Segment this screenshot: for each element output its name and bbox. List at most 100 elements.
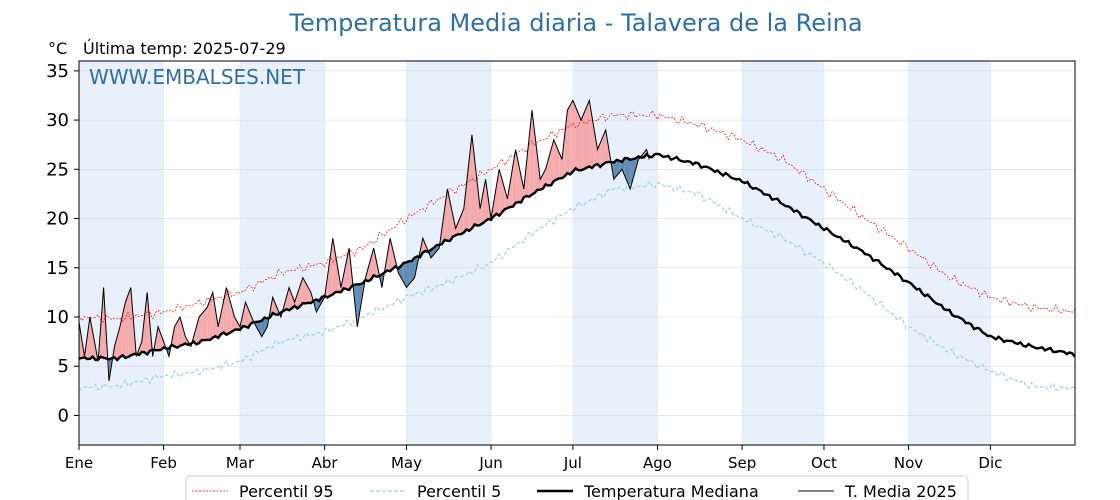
anomaly-above-fill bbox=[589, 100, 593, 168]
y-tick-label: 20 bbox=[46, 209, 69, 230]
legend-box bbox=[185, 475, 969, 500]
anomaly-above-fill bbox=[144, 292, 148, 353]
anomaly-above-fill bbox=[455, 221, 459, 237]
x-tick-label: Feb bbox=[150, 454, 177, 472]
anomaly-above-fill bbox=[521, 175, 524, 201]
anomaly-above-fill bbox=[567, 105, 571, 175]
anomaly-above-fill bbox=[286, 287, 290, 311]
anomaly-above-fill bbox=[387, 238, 391, 272]
anomaly-above-fill bbox=[485, 179, 489, 222]
x-tick-label: Ago bbox=[643, 454, 672, 472]
anomaly-above-fill bbox=[242, 302, 246, 328]
plot-frame bbox=[78, 60, 1076, 446]
y-tick-label: 25 bbox=[46, 159, 69, 180]
anomaly-above-fill bbox=[79, 321, 82, 359]
anomaly-above-fill bbox=[447, 189, 451, 241]
series-percentil-95-line bbox=[78, 109, 1076, 323]
x-tick-label: Sep bbox=[728, 454, 756, 472]
x-tick-label: Oct bbox=[811, 454, 837, 472]
anomaly-above-fill bbox=[583, 106, 587, 169]
x-tick-label: Jul bbox=[563, 454, 582, 472]
anomaly-above-fill bbox=[122, 302, 126, 358]
anomaly-above-fill bbox=[114, 336, 118, 359]
anomaly-below-fill bbox=[411, 258, 415, 281]
anomaly-above-fill bbox=[305, 282, 309, 304]
anomaly-below-fill bbox=[264, 317, 268, 332]
x-tick-label: Dic bbox=[978, 454, 1002, 472]
anomaly-above-fill bbox=[602, 129, 606, 165]
anomaly-below-fill bbox=[436, 244, 440, 252]
anomaly-above-fill bbox=[226, 287, 230, 334]
anomaly-above-fill bbox=[201, 310, 205, 342]
anomaly-above-fill bbox=[87, 317, 90, 359]
x-tick-label: Mar bbox=[226, 454, 255, 472]
legend-label-percentil-5: Percentil 5 bbox=[417, 482, 501, 500]
anomaly-above-fill bbox=[578, 113, 582, 170]
watermark: WWW.EMBALSES.NET bbox=[89, 65, 306, 89]
anomaly-below-fill bbox=[357, 283, 361, 327]
anomaly-above-fill bbox=[220, 300, 224, 336]
anomaly-above-fill bbox=[422, 238, 426, 254]
anomaly-above-fill bbox=[368, 257, 371, 281]
anomaly-above-fill bbox=[553, 139, 557, 182]
y-tick-label: 10 bbox=[46, 307, 69, 328]
anomaly-above-fill bbox=[182, 326, 186, 346]
last-temp-label: Última temp: 2025-07-29 bbox=[83, 39, 286, 58]
series-temperatura-mediana-line bbox=[78, 152, 1076, 362]
anomaly-above-fill bbox=[289, 287, 292, 310]
anomaly-below-fill bbox=[613, 161, 617, 180]
anomaly-below-fill bbox=[632, 157, 636, 180]
anomaly-above-fill bbox=[463, 184, 467, 233]
anomaly-above-fill bbox=[444, 189, 448, 242]
anomaly-above-fill bbox=[493, 185, 497, 217]
legend-label-percentil-95: Percentil 95 bbox=[239, 482, 334, 500]
anomaly-above-fill bbox=[570, 100, 573, 173]
anomaly-above-fill bbox=[480, 193, 483, 224]
x-tick-label: Jun bbox=[478, 454, 502, 472]
anomaly-above-fill bbox=[177, 317, 180, 347]
series-t-media-2025-line bbox=[78, 98, 650, 382]
month-band-ene bbox=[79, 61, 164, 445]
anomaly-above-fill bbox=[100, 287, 104, 359]
anomaly-above-fill bbox=[534, 133, 538, 193]
anomaly-above-fill bbox=[327, 257, 331, 297]
anomaly-above-fill bbox=[581, 113, 584, 170]
anomaly-above-fill bbox=[450, 202, 453, 239]
anomaly-above-fill bbox=[130, 287, 134, 356]
anomaly-above-fill bbox=[204, 307, 208, 341]
plot-area: 0 5 10 15 20 25 30 35 Ene Feb Mar Abr May Jun Jul Ago Se… bbox=[46, 60, 1076, 472]
chart-title: Temperatura Media diaria - Talavera de l… bbox=[288, 9, 862, 37]
anomaly-above-fill bbox=[297, 285, 301, 307]
legend-label-temperatura-mediana: Temperatura Mediana bbox=[583, 482, 759, 500]
anomaly-below-fill bbox=[417, 251, 421, 265]
anomaly-above-fill bbox=[559, 152, 562, 179]
anomaly-above-fill bbox=[469, 134, 472, 230]
anomaly-above-fill bbox=[499, 169, 502, 214]
anomaly-below-fill bbox=[403, 262, 407, 288]
anomaly-below-fill bbox=[256, 321, 260, 332]
x-tick-label: Nov bbox=[894, 454, 923, 472]
anomaly-above-fill bbox=[147, 292, 150, 352]
anomaly-above-fill bbox=[600, 136, 603, 165]
series-percentil-5-line bbox=[78, 180, 1076, 392]
anomaly-above-fill bbox=[89, 317, 93, 359]
anomaly-above-fill bbox=[594, 133, 598, 167]
anomaly-above-fill bbox=[556, 146, 560, 181]
anomaly-above-fill bbox=[515, 149, 519, 204]
x-tick-label: Abr bbox=[312, 454, 339, 472]
anomaly-above-fill bbox=[343, 261, 347, 290]
anomaly-above-fill bbox=[504, 189, 508, 211]
y-tick-label: 5 bbox=[58, 356, 69, 377]
anomaly-above-fill bbox=[564, 110, 568, 176]
anomaly-above-fill bbox=[572, 100, 576, 172]
anomaly-above-fill bbox=[248, 308, 251, 326]
anomaly-above-fill bbox=[231, 307, 235, 332]
anomaly-above-fill bbox=[390, 238, 393, 271]
anomaly-above-fill bbox=[302, 277, 306, 305]
anomaly-above-fill bbox=[234, 317, 238, 331]
anomaly-above-fill bbox=[209, 292, 213, 339]
y-tick-label: 30 bbox=[46, 110, 69, 131]
unit-label: °C bbox=[48, 39, 67, 58]
y-tick-label: 0 bbox=[58, 405, 69, 426]
